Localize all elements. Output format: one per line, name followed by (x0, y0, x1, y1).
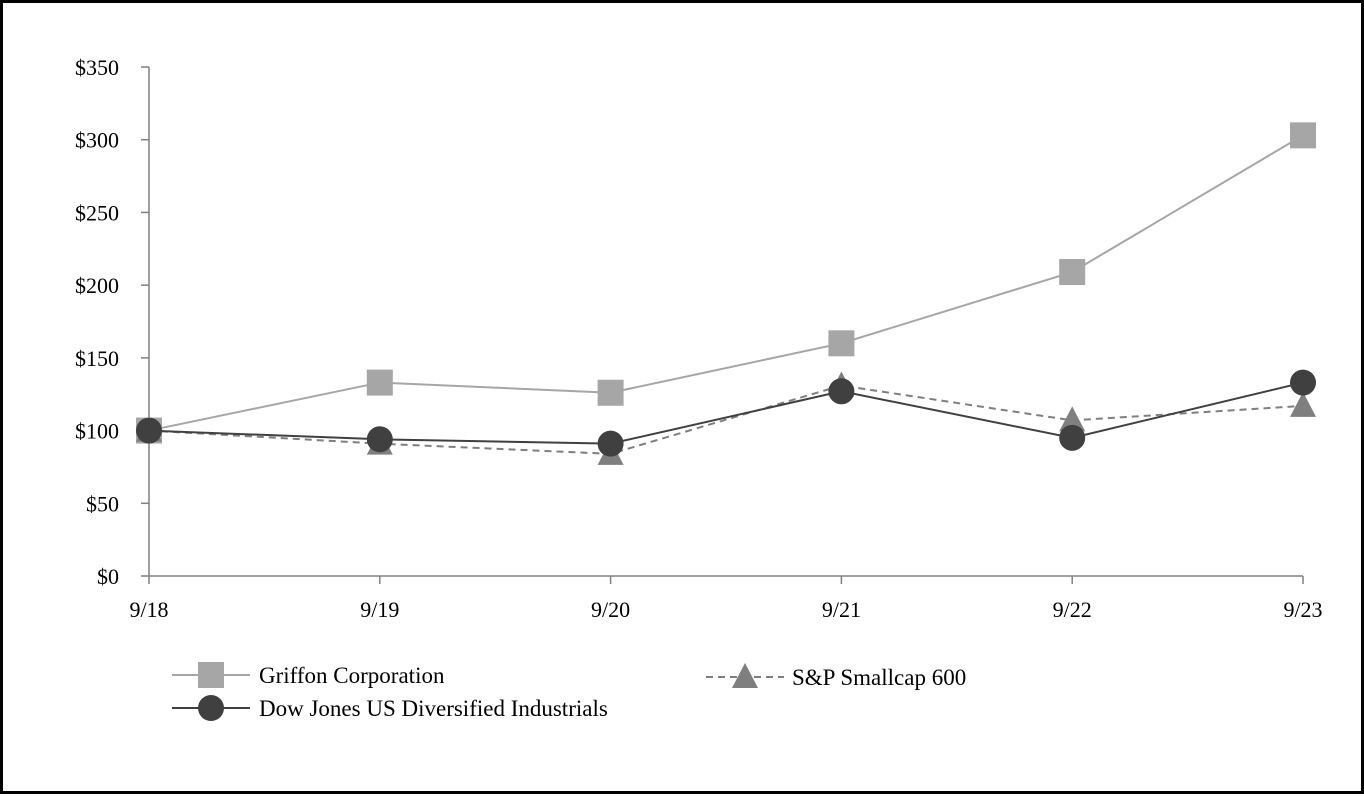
y-tick-label: $250 (75, 200, 119, 225)
legend-item: S&P Smallcap 600 (706, 663, 966, 690)
legend-label: S&P Smallcap 600 (792, 665, 966, 690)
data-point-square (828, 330, 855, 357)
data-point-circle (366, 426, 393, 453)
series-markers (136, 122, 1316, 465)
legend: Griffon Corporation S&P Smallcap 600 Dow J… (172, 662, 966, 721)
legend-item: Griffon Corporation (172, 662, 445, 688)
data-point-square (366, 369, 393, 396)
y-tick-label: $300 (75, 128, 119, 153)
data-point-circle (828, 378, 855, 405)
data-point-circle (136, 417, 162, 444)
series-lines (148, 134, 1304, 455)
y-tick-label: $200 (75, 273, 119, 298)
data-point-square (597, 379, 624, 406)
legend-marker-circle (198, 695, 224, 721)
y-tick-label: $50 (86, 491, 119, 516)
legend-label: Griffon Corporation (259, 663, 445, 688)
x-tick-label: 9/18 (129, 597, 168, 622)
y-tick-label: $350 (75, 55, 119, 80)
data-point-square (1059, 259, 1086, 286)
data-point-circle (1059, 424, 1086, 451)
line-chart: $0$50$100$150$200$250$300$350 9/18 9/19 9/… (75, 55, 1323, 721)
legend-marker-square (198, 662, 224, 688)
x-tick-label: 9/21 (822, 597, 861, 622)
series-line-circle (148, 381, 1304, 445)
data-point-square (1290, 122, 1316, 149)
y-tick-label: $0 (97, 564, 119, 589)
legend-label: Dow Jones US Diversified Industrials (259, 696, 608, 721)
series-line-triangle (148, 384, 1304, 455)
series-line-square (148, 134, 1304, 432)
legend-item: Dow Jones US Diversified Industrials (172, 695, 608, 721)
x-tick-label: 9/23 (1283, 597, 1322, 622)
y-axis: $0 $50 $100 $150 $200 $250 $300 $350 (75, 55, 150, 589)
y-tick-label: $150 (75, 346, 119, 371)
data-point-circle (597, 430, 624, 457)
y-tick-label: $100 (75, 419, 119, 444)
x-tick-label: 9/22 (1053, 597, 1092, 622)
x-tick-label: 9/19 (360, 597, 399, 622)
x-axis: 9/18 9/19 9/20 9/21 9/22 9/23 (129, 575, 1323, 622)
data-point-triangle (1059, 406, 1086, 432)
legend-marker-triangle (732, 663, 758, 688)
data-point-triangle (1290, 391, 1316, 417)
data-point-circle (1290, 369, 1316, 396)
x-tick-label: 9/20 (591, 597, 630, 622)
